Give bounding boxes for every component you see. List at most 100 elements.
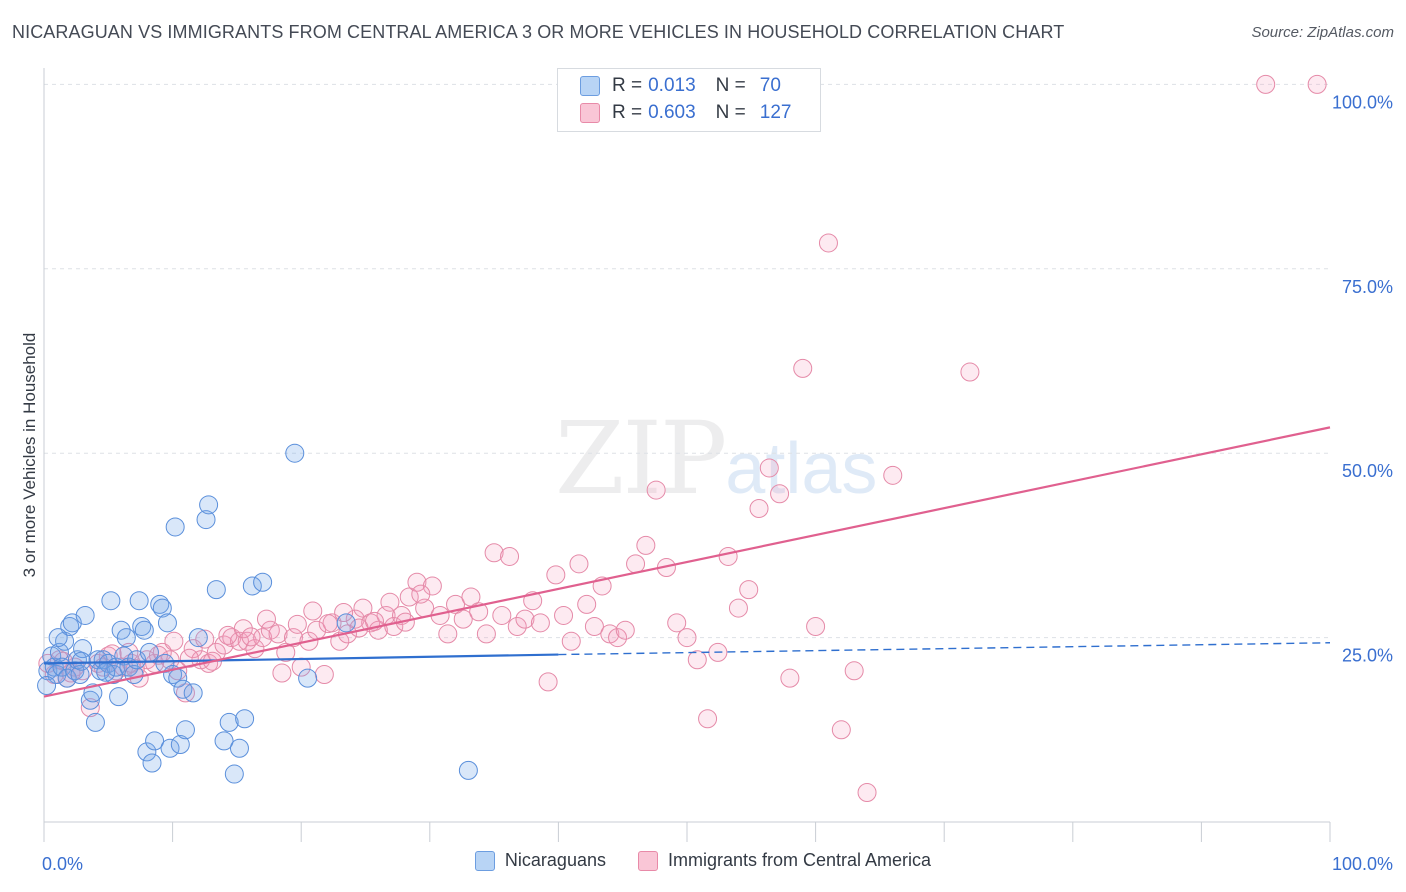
data-point-immigrants — [667, 613, 687, 633]
legend-item-immigrants[interactable]: Immigrants from Central America — [637, 850, 932, 871]
data-point-immigrants — [780, 668, 800, 688]
data-point-nicaraguans — [152, 598, 172, 618]
legend-r-value-nicaraguans: 0.013 — [648, 75, 696, 96]
tick-labels: 25.0% 50.0% 75.0% 100.0% 0.0% 100.0% — [42, 92, 1393, 874]
legend-label-immigrants: Immigrants from Central America — [667, 850, 932, 870]
legend-label-nicaraguans: Nicaraguans — [504, 850, 606, 870]
data-point-immigrants — [353, 598, 373, 618]
data-point-immigrants — [538, 672, 558, 692]
data-point-immigrants — [399, 587, 419, 607]
data-point-nicaraguans — [71, 651, 91, 671]
data-point-nicaraguans — [145, 731, 165, 751]
legend-n-label: N = — [715, 102, 746, 123]
data-point-immigrants — [718, 546, 738, 566]
data-point-nicaraguans — [336, 613, 356, 633]
gridlines — [44, 83, 1330, 639]
data-point-immigrants — [857, 782, 877, 802]
data-point-nicaraguans — [114, 646, 134, 666]
data-point-immigrants — [164, 631, 184, 651]
data-point-immigrants — [569, 554, 589, 574]
legend-n-value-nicaraguans: 70 — [759, 75, 781, 96]
data-point-immigrants — [646, 480, 666, 500]
legend-swatch-nicaraguans — [474, 850, 495, 871]
data-point-immigrants — [287, 614, 307, 634]
legend-n-value-immigrants: 127 — [759, 102, 792, 123]
data-point-immigrants — [636, 535, 656, 555]
data-point-nicaraguans — [199, 495, 219, 515]
data-point-nicaraguans — [206, 580, 226, 600]
data-point-immigrants — [80, 698, 100, 718]
data-point-immigrants — [407, 572, 427, 592]
data-point-immigrants — [546, 565, 566, 585]
data-point-immigrants — [318, 614, 338, 634]
y-axis-label: 3 or more Vehicles in Household — [20, 332, 39, 578]
data-point-immigrants — [515, 609, 535, 629]
legend-r-value-immigrants: 0.603 — [648, 102, 696, 123]
y-tick-label-75: 75.0% — [1342, 277, 1393, 297]
data-point-nicaraguans — [253, 572, 273, 592]
series-nicaraguans-points — [37, 443, 478, 784]
legend-r-label: R = — [612, 75, 643, 96]
legend-swatch-nicaraguans — [580, 76, 600, 96]
legend-item-nicaraguans[interactable]: Nicaraguans — [474, 850, 606, 871]
data-point-immigrants — [507, 617, 527, 637]
data-point-immigrants — [272, 663, 292, 683]
data-point-immigrants — [561, 631, 581, 651]
data-point-immigrants — [883, 465, 903, 485]
data-point-nicaraguans — [175, 720, 195, 740]
data-point-nicaraguans — [196, 510, 216, 530]
data-point-nicaraguans — [75, 605, 95, 625]
data-point-immigrants — [461, 587, 481, 607]
data-point-nicaraguans — [109, 687, 129, 707]
data-point-nicaraguans — [134, 620, 154, 640]
legend-swatch-immigrants — [580, 103, 600, 123]
data-point-immigrants — [608, 628, 628, 648]
data-point-immigrants — [844, 661, 864, 681]
data-point-immigrants — [831, 720, 851, 740]
data-point-nicaraguans — [57, 668, 77, 688]
data-point-immigrants — [229, 631, 249, 651]
data-point-immigrants — [806, 617, 826, 637]
source-credit: Source: ZipAtlas.com — [1251, 24, 1394, 41]
data-point-immigrants — [577, 594, 597, 614]
series-legend: Nicaraguans Immigrants from Central Amer… — [0, 850, 1406, 871]
data-point-immigrants — [453, 609, 473, 629]
data-point-nicaraguans — [116, 628, 136, 648]
trend-lines — [43, 426, 1331, 698]
data-point-nicaraguans — [224, 764, 244, 784]
data-point-immigrants — [241, 627, 261, 647]
data-point-nicaraguans — [96, 662, 116, 682]
data-point-nicaraguans — [298, 668, 318, 688]
data-point-nicaraguans — [165, 517, 185, 537]
data-point-immigrants — [960, 362, 980, 382]
data-point-nicaraguans — [173, 679, 193, 699]
data-point-nicaraguans — [229, 738, 249, 758]
x-tick-label-min: 0.0% — [42, 854, 83, 874]
data-point-nicaraguans — [37, 676, 57, 696]
trend-line-nicaraguans — [43, 653, 559, 665]
data-point-immigrants — [121, 653, 141, 673]
data-point-immigrants — [615, 620, 635, 640]
data-point-immigrants — [303, 601, 323, 621]
y-tick-label-100: 100.0% — [1332, 92, 1393, 112]
data-point-nicaraguans — [55, 631, 75, 651]
data-point-immigrants — [484, 543, 504, 563]
data-point-immigrants — [256, 609, 276, 629]
data-point-nicaraguans — [170, 735, 190, 755]
data-point-nicaraguans — [49, 642, 69, 662]
data-point-nicaraguans — [214, 731, 234, 751]
data-point-nicaraguans — [101, 591, 121, 611]
data-point-immigrants — [195, 629, 215, 649]
data-point-immigrants — [214, 635, 234, 655]
legend-row-immigrants: R = 0.603 N = 127 — [580, 100, 791, 126]
chart-title: NICARAGUAN VS IMMIGRANTS FROM CENTRAL AM… — [12, 22, 1065, 42]
data-point-immigrants — [411, 584, 431, 604]
trend-line-immigrants — [43, 426, 1331, 698]
data-point-nicaraguans — [132, 617, 152, 637]
y-tick-label-50: 50.0% — [1342, 461, 1393, 481]
data-point-immigrants — [476, 624, 496, 644]
data-point-nicaraguans — [150, 594, 170, 614]
data-point-immigrants — [677, 628, 697, 648]
data-point-immigrants — [759, 458, 779, 478]
data-point-immigrants — [728, 598, 748, 618]
